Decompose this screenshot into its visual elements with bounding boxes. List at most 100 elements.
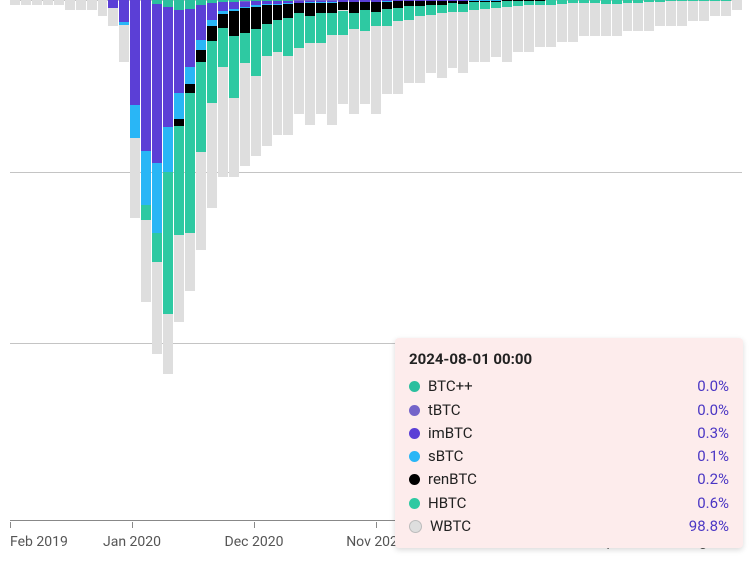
legend-swatch [409, 474, 420, 485]
bar-segment-wbtc [65, 0, 75, 10]
bar-column[interactable] [229, 0, 239, 520]
bar-segment-imbtc [207, 3, 217, 20]
bar-segment-wbtc [568, 0, 578, 42]
bar-segment-wbtc [10, 0, 20, 5]
bar-column[interactable] [21, 0, 31, 520]
bar-column[interactable] [251, 0, 261, 520]
bar-column[interactable] [196, 0, 206, 520]
x-tick-label: Feb 2019 [10, 534, 68, 550]
tooltip-series-name: tBTC [428, 399, 461, 422]
bar-segment-wbtc [21, 0, 31, 5]
bar-segment-hbtc [393, 8, 403, 21]
bar-segment-wbtc [699, 0, 709, 21]
bar-segment-hbtc [644, 0, 654, 2]
bar-column[interactable] [207, 0, 217, 520]
tooltip-series-value: 0.3% [697, 422, 729, 445]
bar-segment-renbtc [273, 5, 283, 20]
chart-container: Feb 2019Jan 2020Dec 2020Nov 2021Oct 2022… [0, 0, 750, 568]
tooltip-series-name: BTC++ [428, 375, 473, 398]
bar-segment-wbtc [590, 0, 600, 36]
bar-segment-hbtc [623, 0, 633, 3]
x-tick-label: Jan 2020 [103, 534, 161, 550]
bar-column[interactable] [76, 0, 86, 520]
bar-column[interactable] [54, 0, 64, 520]
bar-segment-hbtc [655, 0, 665, 2]
bar-column[interactable] [283, 0, 293, 520]
bar-segment-wbtc [721, 0, 731, 16]
bar-column[interactable] [152, 0, 162, 520]
bar-column[interactable] [240, 0, 250, 520]
bar-column[interactable] [316, 0, 326, 520]
bar-segment-imbtc [185, 9, 195, 67]
bar-column[interactable] [32, 0, 42, 520]
bar-segment-imbtc [196, 5, 206, 40]
bar-segment-hbtc [349, 13, 359, 29]
bar-segment-wbtc [480, 0, 490, 62]
bar-column[interactable] [305, 0, 315, 520]
bar-segment-sbtc [174, 93, 184, 119]
bar-segment-hbtc [677, 0, 687, 1]
bar-column[interactable] [65, 0, 75, 520]
tooltip-series-name: sBTC [428, 445, 463, 468]
bar-segment-hbtc [294, 13, 304, 47]
x-tick [376, 522, 377, 528]
bar-column[interactable] [327, 0, 337, 520]
bar-segment-btcpp [185, 0, 195, 9]
tooltip-series-name: imBTC [428, 422, 472, 445]
x-tick [132, 522, 133, 528]
tooltip-row: tBTC0.0% [409, 399, 729, 422]
bar-column[interactable] [371, 0, 381, 520]
bar-column[interactable] [273, 0, 283, 520]
bar-column[interactable] [382, 0, 392, 520]
bar-column[interactable] [141, 0, 151, 520]
bar-segment-hbtc [524, 1, 534, 5]
bar-segment-sbtc [185, 67, 195, 84]
bar-segment-wbtc [633, 0, 643, 31]
bar-column[interactable] [174, 0, 184, 520]
bar-column[interactable] [119, 0, 129, 520]
bar-column[interactable] [163, 0, 173, 520]
bar-segment-hbtc [273, 20, 283, 52]
bar-segment-renbtc [196, 50, 206, 62]
bar-segment-wbtc [666, 0, 676, 26]
bar-segment-hbtc [568, 0, 578, 3]
bar-column[interactable] [108, 0, 118, 520]
bar-segment-wbtc [54, 0, 64, 5]
bar-segment-hbtc [404, 6, 414, 19]
bar-segment-hbtc [163, 172, 173, 314]
bar-segment-hbtc [229, 36, 239, 98]
tooltip-series-name: renBTC [428, 468, 477, 491]
bar-segment-hbtc [240, 33, 250, 63]
bar-column[interactable] [130, 0, 140, 520]
bar-column[interactable] [360, 0, 370, 520]
bar-segment-sbtc [196, 40, 206, 50]
bar-column[interactable] [98, 0, 108, 520]
bar-segment-sbtc [152, 163, 162, 234]
bar-segment-hbtc [251, 29, 261, 76]
bar-column[interactable] [43, 0, 53, 520]
bar-column[interactable] [10, 0, 20, 520]
bar-segment-renbtc [338, 2, 348, 10]
bar-segment-wbtc [513, 0, 523, 52]
bar-column[interactable] [87, 0, 97, 520]
bar-segment-hbtc [426, 5, 436, 15]
bar-segment-hbtc [513, 1, 523, 6]
bar-column[interactable] [218, 0, 228, 520]
bar-column[interactable] [185, 0, 195, 520]
legend-swatch [409, 428, 420, 439]
bar-segment-renbtc [382, 2, 392, 9]
bar-segment-hbtc [579, 0, 589, 3]
bar-column[interactable] [338, 0, 348, 520]
bar-column[interactable] [262, 0, 272, 520]
bar-column[interactable] [294, 0, 304, 520]
bar-column[interactable] [349, 0, 359, 520]
bar-segment-hbtc [305, 16, 315, 43]
bar-segment-hbtc [283, 18, 293, 56]
x-tick [254, 522, 255, 528]
bar-segment-renbtc [316, 3, 326, 13]
bar-segment-renbtc [393, 1, 403, 8]
x-tick [10, 522, 11, 528]
tooltip-title: 2024-08-01 00:00 [409, 348, 729, 371]
tooltip-row: imBTC 0.3% [409, 422, 729, 445]
bar-segment-hbtc [382, 9, 392, 26]
